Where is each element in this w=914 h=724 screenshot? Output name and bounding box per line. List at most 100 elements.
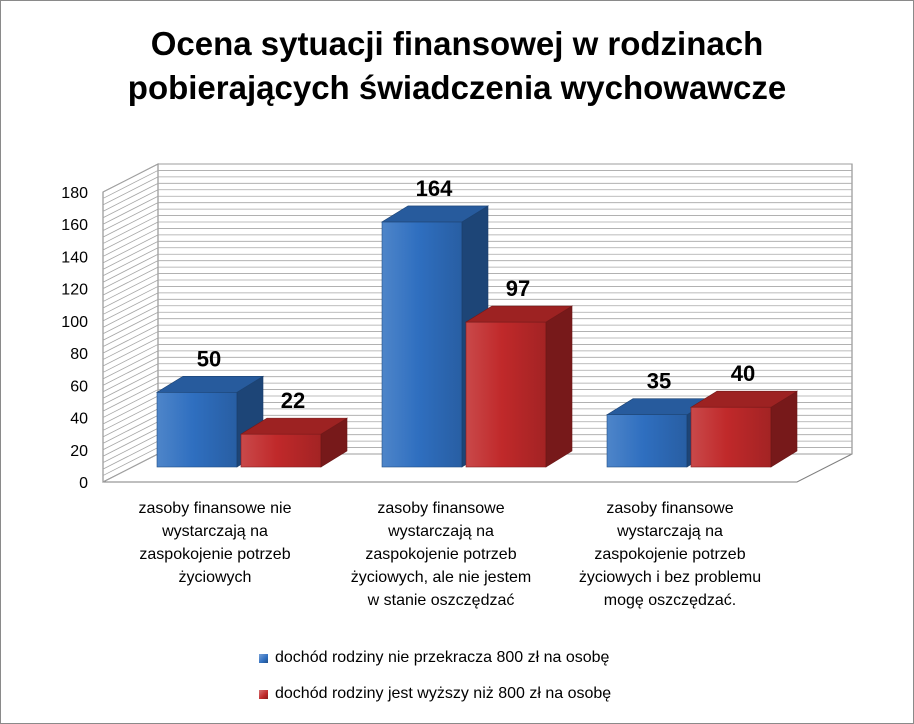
legend-swatch-red <box>259 689 268 699</box>
y-tick-label: 80 <box>70 346 88 363</box>
chart-title-line-2: pobierających świadczenia wychowawcze <box>127 69 787 106</box>
gridline-side <box>102 279 159 309</box>
category-label-3-line-2: wystarczają na <box>617 523 723 540</box>
gridline-side <box>102 273 159 302</box>
gridline-side <box>102 170 159 199</box>
gridline-side <box>102 163 159 193</box>
data-label: 35 <box>647 369 671 394</box>
category-label-1-line-3: zaspokojenie potrzeb <box>139 546 291 563</box>
bar-red-2-side <box>545 305 573 468</box>
gridline-side <box>102 344 159 373</box>
bar-red-2-top <box>464 305 574 323</box>
bar-blue-2-top <box>380 205 490 223</box>
gridline-side <box>102 215 159 244</box>
category-label-3-line-5: mogę oszczędzać. <box>603 592 737 609</box>
bar-red-3-front <box>690 406 772 468</box>
gridline-side <box>102 298 159 328</box>
gridline-side <box>102 228 159 257</box>
category-label-2-line-5: w stanie oszczędzać <box>367 592 515 609</box>
gridline-side <box>102 382 159 412</box>
legend-item-1: dochód rodziny nie przekracza 800 zł na … <box>259 646 611 670</box>
gridline-side <box>102 363 159 393</box>
gridline-side <box>102 376 159 406</box>
gridline-side <box>102 208 159 238</box>
gridline-side <box>102 318 159 348</box>
gridline-side <box>102 311 159 341</box>
category-label-1-line-2: wystarczają na <box>162 523 268 540</box>
category-label-3-line-1: zasoby finansowe <box>606 500 734 517</box>
bar-blue-1-top <box>155 375 265 393</box>
gridline-side <box>102 427 159 457</box>
gridline-side <box>102 266 159 296</box>
data-label: 22 <box>281 388 305 413</box>
data-label: 164 <box>416 176 453 201</box>
chart-title-line-1: Ocena sytuacji finansowej w rodzinach <box>150 25 764 62</box>
gridline-side <box>102 440 159 470</box>
category-label-3-line-4: życiowych i bez problemu <box>578 569 762 586</box>
category-label-3-line-3: zaspokojenie potrzeb <box>594 546 746 563</box>
gridline-side <box>102 176 159 206</box>
gridline-side <box>102 195 159 225</box>
category-label-2: zasoby finansowe wystarczają na zaspokoj… <box>341 497 541 612</box>
y-tick-label: 40 <box>70 411 88 428</box>
gridline-side <box>102 408 159 438</box>
category-label-2-line-1: zasoby finansowe <box>377 500 505 517</box>
gridline-side <box>102 337 159 367</box>
y-tick-label: 140 <box>61 249 88 266</box>
y-tick-label: 160 <box>61 217 88 234</box>
legend-label-2: dochód rodziny jest wyższy niż 800 zł na… <box>275 685 612 702</box>
gridline-side <box>102 447 159 476</box>
gridline-side <box>102 350 159 380</box>
gridline-side <box>102 389 159 418</box>
gridline-side <box>102 292 159 322</box>
gridline-side <box>102 305 159 335</box>
y-tick-label: 180 <box>61 185 88 202</box>
gridline-side <box>102 453 159 483</box>
y-tick-label: 60 <box>70 378 88 395</box>
gridline-side <box>102 402 159 431</box>
gridline-side <box>102 356 159 386</box>
gridline-side <box>102 434 159 464</box>
gridline-side <box>102 247 159 277</box>
gridline-side <box>102 395 159 425</box>
legend-label-1: dochód rodziny nie przekracza 800 zł na … <box>275 649 610 666</box>
category-label-2-line-2: wystarczają na <box>388 523 494 540</box>
bar-blue-2-front <box>381 221 463 468</box>
gridline-side <box>102 369 159 399</box>
category-label-2-line-3: zaspokojenie potrzeb <box>365 546 517 563</box>
category-label-1-line-1: zasoby finansowe nie <box>138 500 292 517</box>
gridline-side <box>102 182 159 212</box>
data-label: 50 <box>197 346 221 371</box>
legend: dochód rodziny nie przekracza 800 zł na … <box>259 646 611 718</box>
category-label-1: zasoby finansowe nie wystarczają na zasp… <box>115 497 315 589</box>
gridline-side <box>102 414 159 444</box>
category-label-3: zasoby finansowe wystarczają na zaspokoj… <box>570 497 770 612</box>
gridline-side <box>102 421 159 451</box>
gridline-side <box>102 253 159 283</box>
gridline-side <box>102 324 159 354</box>
gridline-side <box>102 202 159 232</box>
chart-title: Ocena sytuacji finansowej w rodzinach po… <box>0 22 914 110</box>
data-label: 97 <box>506 276 530 301</box>
legend-swatch-blue <box>259 653 268 663</box>
category-label-2-line-4: życiowych, ale nie jestem <box>350 569 532 586</box>
gridline-side <box>102 234 159 264</box>
category-label-1-line-4: życiowych <box>178 569 252 586</box>
bar-red-3-top <box>689 390 799 408</box>
bar-blue-1-front <box>156 391 238 468</box>
bar-red-1-front <box>240 433 322 468</box>
y-tick-label: 120 <box>61 282 88 299</box>
bar-red-2-front <box>465 321 547 468</box>
y-tick-label: 100 <box>61 314 88 331</box>
gridline-side <box>102 331 159 360</box>
data-label: 40 <box>731 361 755 386</box>
bar-red-1-top <box>239 417 349 435</box>
gridline-side <box>102 240 159 270</box>
y-tick-label: 20 <box>70 443 88 460</box>
legend-item-2: dochód rodziny jest wyższy niż 800 zł na… <box>259 682 611 706</box>
gridline-side <box>102 286 159 315</box>
gridline-side <box>102 260 159 290</box>
bar-blue-3-front <box>606 414 688 468</box>
gridline-side <box>102 221 159 251</box>
